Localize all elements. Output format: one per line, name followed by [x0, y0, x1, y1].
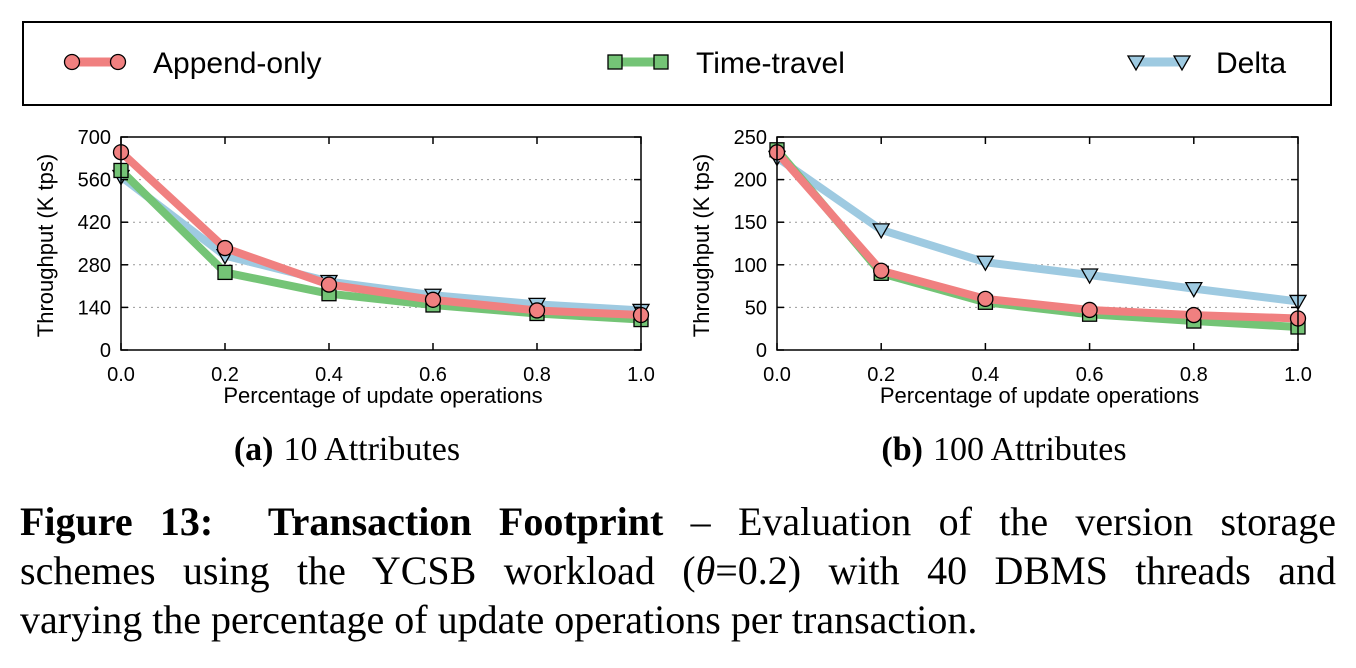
y-tick-label: 560: [78, 170, 111, 192]
y-tick-label: 280: [78, 255, 111, 277]
data-point: [1081, 301, 1098, 319]
legend-label: Time-travel: [696, 47, 845, 80]
x-tick-label: 0.6: [1076, 364, 1104, 386]
data-point: [217, 264, 233, 281]
series-line: [774, 154, 1299, 306]
caption-line-3: varying the percentage of update operati…: [20, 597, 978, 642]
data-point: [977, 290, 994, 308]
legend-marker: [653, 54, 669, 70]
data-point: [1184, 282, 1203, 298]
y-tick-label: 700: [78, 127, 111, 149]
plot-frame: [776, 136, 1299, 351]
legend-item-time-travel: Time-travel: [607, 47, 845, 80]
y-tick-label: 50: [745, 297, 767, 319]
legend-marker: [607, 54, 623, 70]
x-tick-label: 0.2: [867, 364, 895, 386]
caption-line2-a: schemes using the YCSB workload (: [20, 548, 696, 593]
y-tick-label: 200: [734, 170, 767, 192]
series-time-travel: [113, 162, 649, 328]
series-line: [773, 149, 1299, 323]
x-tick-label: 0.0: [107, 364, 135, 386]
legend: Append-only Time-travel Delta: [22, 21, 1332, 106]
data-point: [216, 239, 234, 257]
y-tick-label: 140: [78, 297, 111, 319]
figure-caption: Figure 13: Transaction Footprint – Evalu…: [20, 497, 1336, 644]
data-point: [873, 262, 890, 279]
legend-marker: [109, 53, 127, 71]
chart-a: 0 140 280 420 560 700 0.0 0.2 0.4 0.6 0.8 1.0 Percen…: [33, 127, 655, 408]
series-line: [118, 167, 642, 324]
subcaption-b-text: 100 Attributes: [933, 431, 1127, 468]
y-tick-label: 0: [756, 340, 767, 362]
x-tick-label: 0.8: [523, 364, 551, 386]
legend-box: [22, 21, 1332, 106]
series-append-only: [768, 144, 1307, 327]
x-tick-label: 1.0: [1284, 364, 1312, 386]
y-axis-label: Throughput (K tps): [33, 154, 58, 337]
series-line: [118, 149, 642, 320]
y-tick-label: 150: [734, 212, 767, 234]
legend-label: Append-only: [153, 47, 321, 80]
subcaption-b-tag: (b): [881, 431, 923, 468]
data-point: [1080, 268, 1099, 285]
y-tick-label: 250: [734, 127, 767, 149]
data-point: [528, 302, 546, 319]
x-tick-label: 1.0: [627, 364, 655, 386]
caption-line1-rest: – Evaluation of the version storage: [690, 499, 1336, 544]
data-point: [320, 276, 338, 293]
caption-theta: θ: [695, 548, 716, 593]
x-tick-label: 0.8: [1180, 364, 1208, 386]
legend-marker: [1126, 55, 1146, 72]
caption-line2-b: =0.2) with 40 DBMS threads and: [715, 548, 1336, 593]
legend-item-delta: Delta: [1126, 47, 1286, 80]
legend-item-append-only: Append-only: [63, 47, 321, 80]
x-tick-label: 0.6: [419, 364, 447, 386]
caption-line-2: schemes using the YCSB workload (θ=0.2) …: [20, 546, 1336, 595]
caption-title: Transaction Footprint: [267, 499, 664, 544]
chart-b: 0 50 100 150 200 250 0.0 0.2 0.4 0.6 0.8 1.0 Percent…: [689, 127, 1312, 408]
legend-marker: [63, 53, 81, 71]
y-axis-label: Throughput (K tps): [689, 154, 714, 337]
plot-frame: [120, 136, 642, 351]
data-point: [424, 291, 442, 308]
x-tick-label: 0.2: [211, 364, 239, 386]
data-point: [872, 223, 891, 240]
y-tick-label: 420: [78, 212, 111, 234]
x-tick-label: 0.4: [971, 364, 999, 386]
x-axis-label: Percentage of update operations: [880, 383, 1199, 408]
x-axis-label: Percentage of update operations: [223, 383, 542, 408]
subcaption-a: (a) 10 Attributes: [234, 431, 460, 468]
caption-line-1: Figure 13: Transaction Footprint – Evalu…: [20, 497, 1336, 546]
subcaption-b: (b) 100 Attributes: [881, 431, 1126, 468]
subcaption-a-text: 10 Attributes: [284, 431, 461, 468]
caption-figure-label: Figure 13:: [20, 499, 214, 544]
subcaption-a-tag: (a): [234, 431, 274, 468]
data-point: [1185, 306, 1202, 324]
legend-label: Delta: [1216, 47, 1286, 80]
data-point: [976, 255, 995, 272]
y-tick-label: 0: [100, 340, 111, 362]
x-tick-label: 0.4: [315, 364, 343, 386]
legend-marker: [1172, 55, 1192, 72]
x-tick-label: 0.0: [763, 364, 791, 386]
y-tick-label: 100: [734, 255, 767, 277]
